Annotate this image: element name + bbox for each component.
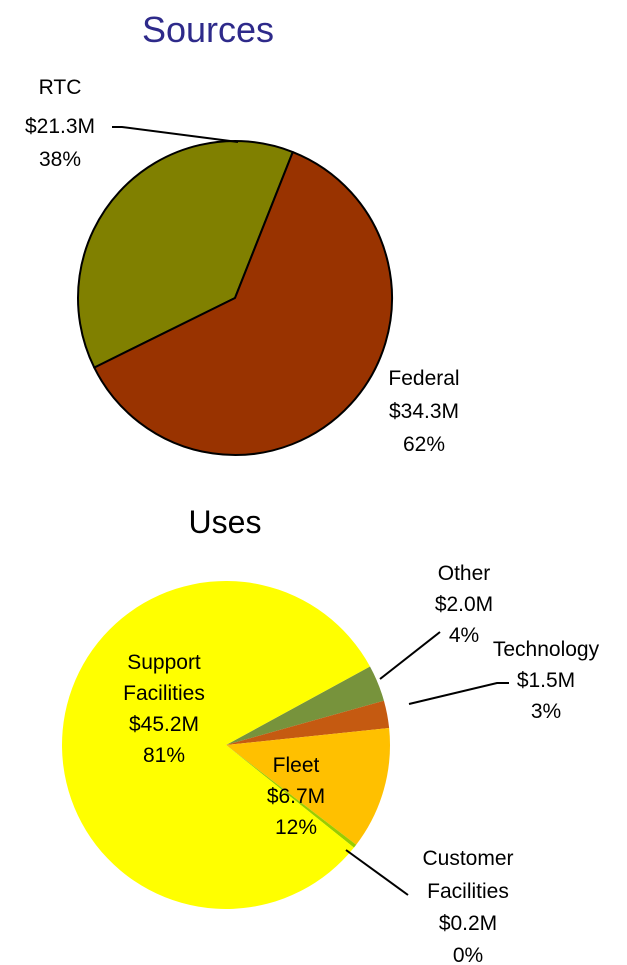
federal-label: Federal bbox=[388, 367, 459, 390]
technology-leader-line bbox=[408, 682, 509, 705]
technology-percent: 3% bbox=[531, 700, 561, 723]
support-facilities-percent: 81% bbox=[143, 744, 185, 767]
federal-amount: $34.3M bbox=[389, 400, 459, 423]
pie-slice-customer-facilities bbox=[226, 745, 357, 848]
pie-slice-fleet bbox=[226, 728, 391, 845]
other-amount: $2.0M bbox=[435, 593, 493, 616]
customer-facilities-label-line1: Customer bbox=[422, 847, 513, 870]
fleet-percent: 12% bbox=[275, 816, 317, 839]
pie-slice-technology bbox=[226, 700, 390, 745]
rtc-percent: 38% bbox=[39, 148, 81, 171]
federal-percent: 62% bbox=[403, 433, 445, 456]
pie-slice-other bbox=[226, 666, 384, 745]
support-facilities-amount: $45.2M bbox=[129, 713, 199, 736]
customer-facilities-amount: $0.2M bbox=[439, 912, 497, 935]
support-facilities-label-line2: Facilities bbox=[123, 682, 205, 705]
technology-label: Technology bbox=[493, 638, 600, 661]
pie-slice-rtc bbox=[77, 140, 294, 369]
uses-slices bbox=[61, 580, 391, 909]
rtc-amount: $21.3M bbox=[25, 115, 95, 138]
sources-chart: Sources RTC $21.3M 38% Federal $34.3M 62… bbox=[25, 9, 460, 457]
other-percent: 4% bbox=[449, 624, 479, 647]
support-facilities-label-line1: Support bbox=[127, 651, 201, 674]
other-label: Other bbox=[438, 562, 491, 585]
uses-chart: Uses Other $2.0M 4% Technology $1.5M 3% … bbox=[61, 504, 600, 965]
rtc-leader-line bbox=[112, 126, 239, 143]
customer-facilities-leader-line bbox=[345, 849, 409, 896]
sources-title: Sources bbox=[142, 9, 274, 50]
technology-amount: $1.5M bbox=[517, 669, 575, 692]
fleet-amount: $6.7M bbox=[267, 785, 325, 808]
uses-title: Uses bbox=[189, 504, 262, 540]
customer-facilities-label-line2: Facilities bbox=[427, 880, 509, 903]
pie-slice-support-facilities bbox=[61, 580, 370, 909]
customer-facilities-percent: 0% bbox=[453, 944, 483, 965]
other-leader-line bbox=[379, 631, 441, 680]
sources-slices bbox=[77, 140, 393, 457]
fleet-label: Fleet bbox=[273, 754, 320, 777]
pie-slice-federal bbox=[93, 151, 393, 457]
rtc-label: RTC bbox=[39, 76, 82, 99]
